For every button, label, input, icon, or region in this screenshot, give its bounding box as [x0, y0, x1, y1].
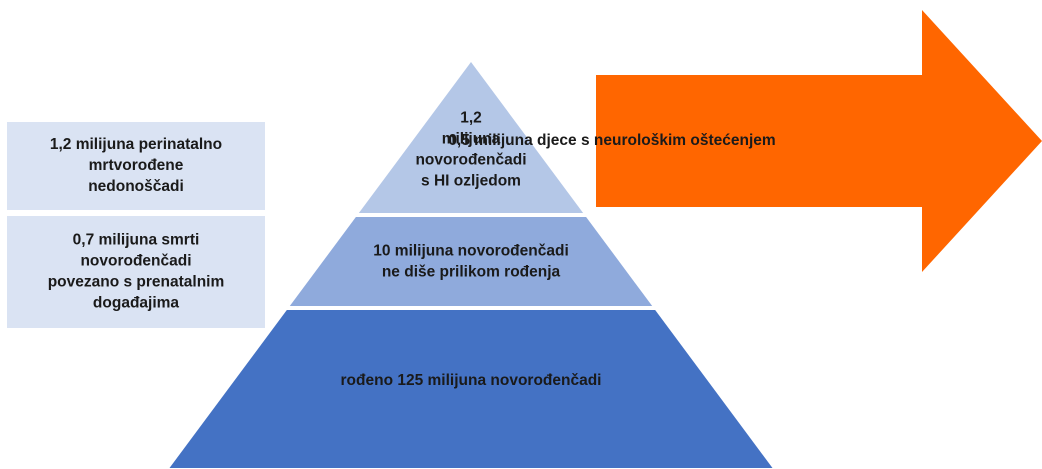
pyramid-label: ne diše prilikom rođenja — [382, 264, 561, 281]
pyramid-label: rođeno 125 milijuna novorođenčadi — [341, 372, 602, 389]
side-box — [7, 122, 265, 210]
pyramid-level — [358, 62, 584, 213]
arrow-label: 0,5 milijuna djece s neurološkim oštećen… — [448, 132, 775, 149]
side-box-label: 0,7 milijuna smrti — [73, 232, 200, 249]
pyramid-level — [169, 310, 773, 468]
side-box-label: povezano s prenatalnim — [48, 274, 225, 291]
pyramid-label: s HI ozljedom — [421, 173, 521, 190]
side-box-label: 1,2 milijuna perinatalno — [50, 136, 222, 153]
pyramid-label: 1,2 — [460, 110, 482, 127]
pyramid-label: novorođenčadi — [415, 152, 526, 169]
side-box-label: novorođenčadi — [80, 253, 191, 270]
pyramid-label: 10 milijuna novorođenčadi — [373, 243, 569, 260]
pyramid-label: milijuna — [442, 131, 501, 148]
side-box-label: mrtvorođene — [89, 157, 184, 174]
side-box-label: nedonoščadi — [88, 178, 184, 195]
side-box — [7, 216, 265, 328]
pyramid-level — [289, 217, 653, 306]
arrow — [596, 10, 1042, 272]
side-box-label: događajima — [93, 295, 180, 312]
